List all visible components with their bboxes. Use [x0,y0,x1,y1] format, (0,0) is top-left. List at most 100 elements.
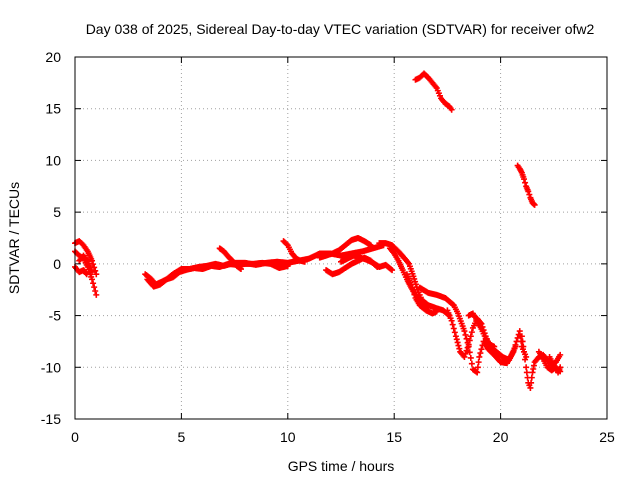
data-point [475,359,482,366]
data-point [461,353,468,360]
x-tick-label: 25 [599,429,615,445]
series-track-v [514,162,538,208]
y-tick-label: 5 [53,204,61,220]
data-point [389,267,396,274]
x-tick-label: 15 [386,429,402,445]
series-track-g [216,245,244,273]
data-point [467,333,474,340]
data-point [528,374,535,381]
data-point [468,329,475,336]
data-point [301,258,308,265]
series-track-f [144,259,291,290]
y-tick-label: -5 [49,308,62,324]
data-point [520,343,527,350]
series-track-r [518,333,564,391]
data-point [450,325,457,332]
data-point [91,284,98,291]
data-point [468,360,475,367]
data-point [557,351,564,358]
data-point [466,349,473,356]
data-point [525,188,532,195]
plot-frame [74,56,608,420]
series-track-d [76,252,96,276]
data-point [433,308,440,315]
series-track-n [403,271,440,317]
data-point [463,347,470,354]
data-point [522,356,529,363]
series-track-i [316,235,374,261]
data-point [522,179,529,186]
data-point [476,353,483,360]
data-point [409,284,416,291]
data-point [284,262,291,269]
data-point [462,331,469,338]
data-point [455,342,462,349]
data-point [523,364,530,371]
data-point [89,269,96,276]
data-point [557,364,564,371]
x-tick-label: 5 [178,429,186,445]
data-point [451,329,458,336]
y-tick-label: 0 [53,256,61,272]
data-point [516,328,523,335]
data-point [410,288,417,295]
grid [75,57,607,419]
data-point [467,354,474,361]
data-point [408,281,415,288]
data-point [448,106,455,113]
data-point [448,317,455,324]
data-points [72,70,564,391]
series-track-l [376,240,453,319]
data-point [463,335,470,342]
data-point [89,276,96,283]
y-tick-label: -10 [41,359,61,375]
data-point [461,328,468,335]
axis-ticks: 0 5 10 15 20 25 -15 -10 -5 0 5 10 15 20 [41,49,615,445]
data-point [478,346,485,353]
y-tick-label: 20 [45,49,61,65]
data-point [527,384,534,391]
y-axis-label: SDTVAR / TECUs [6,182,22,294]
data-point [462,350,469,357]
data-point [283,241,290,248]
data-point [411,291,418,298]
data-point [518,333,525,340]
x-tick-label: 10 [280,429,296,445]
series-track-t [546,353,564,376]
data-point [523,369,530,376]
data-point [512,343,519,350]
data-point [89,257,96,264]
data-point [531,201,538,208]
data-point [452,333,459,340]
series-track-k [338,252,396,274]
data-point [521,176,528,183]
data-point [465,341,472,348]
series-track-h [280,238,308,265]
data-point [477,350,484,357]
data-point [93,271,100,278]
data-point [521,348,528,355]
data-point [237,266,244,273]
data-point [90,280,97,287]
data-point [93,291,100,298]
x-axis-label: GPS time / hours [288,458,395,474]
data-point [519,338,526,345]
data-point [464,344,471,351]
series-track-q [465,310,498,350]
data-point [453,336,460,343]
data-point [528,379,535,386]
y-tick-label: 15 [45,101,61,117]
data-point [491,343,498,350]
data-point [466,337,473,344]
data-point [449,321,456,328]
x-tick-label: 0 [71,429,79,445]
data-point [474,369,481,376]
data-point [92,288,99,295]
x-tick-label: 20 [493,429,509,445]
data-point [367,242,374,249]
y-tick-label: -15 [41,411,61,427]
data-point [474,364,481,371]
data-point [526,191,533,198]
